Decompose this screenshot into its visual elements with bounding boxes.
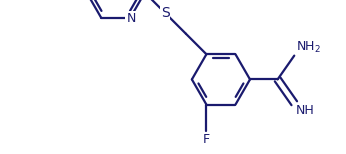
Text: F: F bbox=[203, 133, 210, 146]
Text: NH$_2$: NH$_2$ bbox=[296, 40, 321, 55]
Text: S: S bbox=[161, 6, 170, 20]
Text: N: N bbox=[127, 12, 136, 25]
Text: NH: NH bbox=[296, 104, 315, 117]
